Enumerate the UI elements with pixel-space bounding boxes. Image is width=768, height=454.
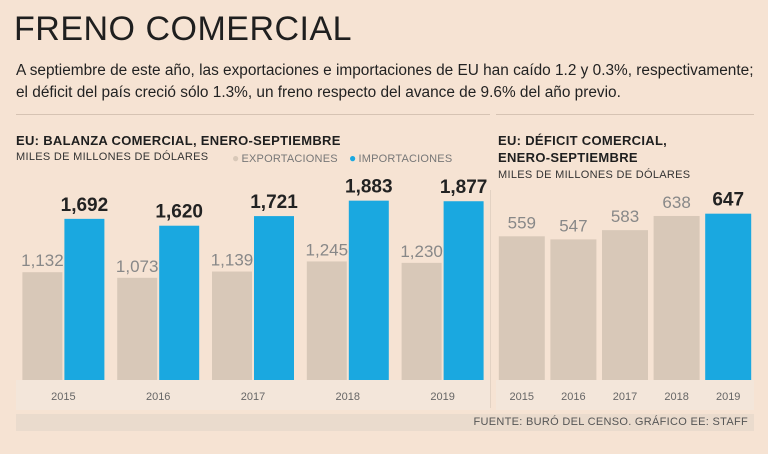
label-imports-2018: 1,883 xyxy=(345,177,393,198)
legend-imports-label: IMPORTACIONES xyxy=(358,153,453,165)
bar-imports-2015 xyxy=(64,218,105,380)
tick-year-2016: 2016 xyxy=(561,391,585,403)
bar-exports-2018 xyxy=(306,261,347,380)
divider-left xyxy=(16,114,490,115)
tick-year-2016: 2016 xyxy=(146,391,170,403)
label-imports-2019: 1,877 xyxy=(440,177,488,198)
bar-exports-2019 xyxy=(401,262,442,380)
label-imports-2015: 1,692 xyxy=(61,195,109,216)
divider-right xyxy=(496,114,754,115)
label-deficit-2018: 638 xyxy=(662,193,690,212)
legend-exports-swatch: ● xyxy=(232,151,240,165)
label-imports-2017: 1,721 xyxy=(250,192,298,213)
source-bar: FUENTE: BURÓ DEL CENSO. GRÁFICO EE: STAF… xyxy=(16,414,754,431)
bar-imports-2019 xyxy=(443,201,484,380)
tick-year-2015: 2015 xyxy=(510,391,534,403)
label-deficit-2019: 647 xyxy=(712,190,744,211)
bar-imports-2016 xyxy=(159,225,200,380)
tick-year-2018: 2018 xyxy=(664,391,688,403)
bar-deficit-2019 xyxy=(705,213,752,380)
bar-exports-2016 xyxy=(117,277,158,380)
right-bar-chart: 559 2015 547 2016 583 2017 638 2018 647 2019 xyxy=(496,190,754,410)
x-axis-band xyxy=(496,380,754,410)
tick-year-2019: 2019 xyxy=(430,391,454,403)
legend-imports-swatch: ● xyxy=(349,151,357,165)
label-deficit-2017: 583 xyxy=(611,207,639,226)
source-note: FUENTE: BURÓ DEL CENSO. GRÁFICO EE: STAF… xyxy=(473,416,748,428)
left-chart-units: MILES DE MILLONES DE DÓLARES xyxy=(16,151,209,163)
bar-deficit-2015 xyxy=(498,236,545,380)
bar-imports-2017 xyxy=(254,216,294,380)
chart-separator xyxy=(490,190,491,408)
bar-deficit-2018 xyxy=(653,215,700,380)
tick-year-2019: 2019 xyxy=(716,391,740,403)
left-bar-chart: 1,132 1,692 2015 1,073 1,620 2016 1,139 1,721 20… xyxy=(16,177,490,410)
right-chart-title-line1: EU: DÉFICIT COMERCIAL, xyxy=(498,133,668,148)
label-deficit-2016: 547 xyxy=(559,216,587,235)
label-exports-2017: 1,139 xyxy=(211,251,254,270)
label-exports-2019: 1,230 xyxy=(400,242,443,261)
left-chart-title: EU: BALANZA COMERCIAL, ENERO-SEPTIEMBRE xyxy=(16,133,341,148)
page-title: FRENO COMERCIAL xyxy=(14,10,353,48)
label-imports-2016: 1,620 xyxy=(155,202,203,223)
right-chart-title: EU: DÉFICIT COMERCIAL, ENERO-SEPTIEMBRE xyxy=(498,132,667,166)
label-exports-2016: 1,073 xyxy=(116,257,159,276)
right-chart-title-line2: ENERO-SEPTIEMBRE xyxy=(498,150,638,165)
left-chart-legend: ● EXPORTACIONES ● IMPORTACIONES xyxy=(232,151,452,165)
bar-deficit-2017 xyxy=(602,230,648,380)
tick-year-2017: 2017 xyxy=(613,391,637,403)
right-chart-units: MILES DE MILLONES DE DÓLARES xyxy=(498,169,691,181)
label-exports-2018: 1,245 xyxy=(306,240,349,259)
label-exports-2015: 1,132 xyxy=(21,251,64,270)
label-deficit-2015: 559 xyxy=(508,213,536,232)
bar-exports-2017 xyxy=(212,271,252,380)
bar-exports-2015 xyxy=(22,272,63,380)
bar-imports-2018 xyxy=(348,200,389,380)
legend-exports-label: EXPORTACIONES xyxy=(241,153,338,165)
tick-year-2015: 2015 xyxy=(51,391,75,403)
bar-deficit-2016 xyxy=(550,239,597,380)
tick-year-2017: 2017 xyxy=(241,391,265,403)
tick-year-2018: 2018 xyxy=(336,391,360,403)
page-subtitle: A septiembre de este año, las exportacio… xyxy=(16,62,754,101)
x-axis-band xyxy=(16,380,490,410)
